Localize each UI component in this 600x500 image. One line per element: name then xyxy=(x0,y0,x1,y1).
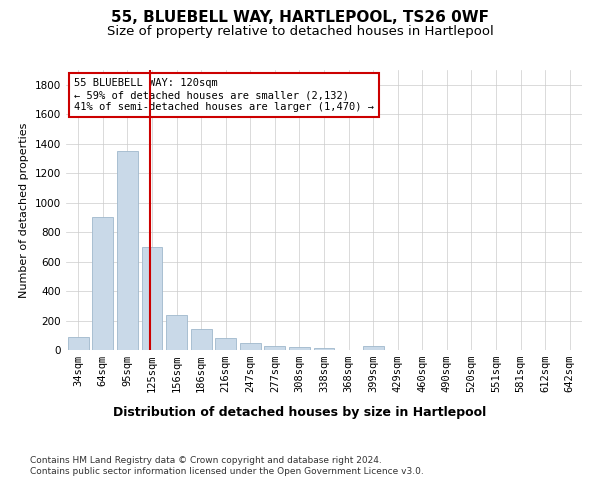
Bar xyxy=(215,338,236,350)
Text: Size of property relative to detached houses in Hartlepool: Size of property relative to detached ho… xyxy=(107,24,493,38)
Text: 55 BLUEBELL WAY: 120sqm
← 59% of detached houses are smaller (2,132)
41% of semi: 55 BLUEBELL WAY: 120sqm ← 59% of detache… xyxy=(74,78,374,112)
Bar xyxy=(240,342,261,350)
Text: 55, BLUEBELL WAY, HARTLEPOOL, TS26 0WF: 55, BLUEBELL WAY, HARTLEPOOL, TS26 0WF xyxy=(111,10,489,25)
Bar xyxy=(265,346,286,350)
Bar xyxy=(362,346,383,350)
Bar xyxy=(117,151,138,350)
Bar xyxy=(289,347,310,350)
Bar xyxy=(92,218,113,350)
Bar xyxy=(68,336,89,350)
Text: Contains HM Land Registry data © Crown copyright and database right 2024.
Contai: Contains HM Land Registry data © Crown c… xyxy=(30,456,424,475)
Bar xyxy=(191,330,212,350)
Text: Distribution of detached houses by size in Hartlepool: Distribution of detached houses by size … xyxy=(113,406,487,419)
Bar xyxy=(314,348,334,350)
Y-axis label: Number of detached properties: Number of detached properties xyxy=(19,122,29,298)
Bar xyxy=(142,247,163,350)
Bar xyxy=(166,314,187,350)
